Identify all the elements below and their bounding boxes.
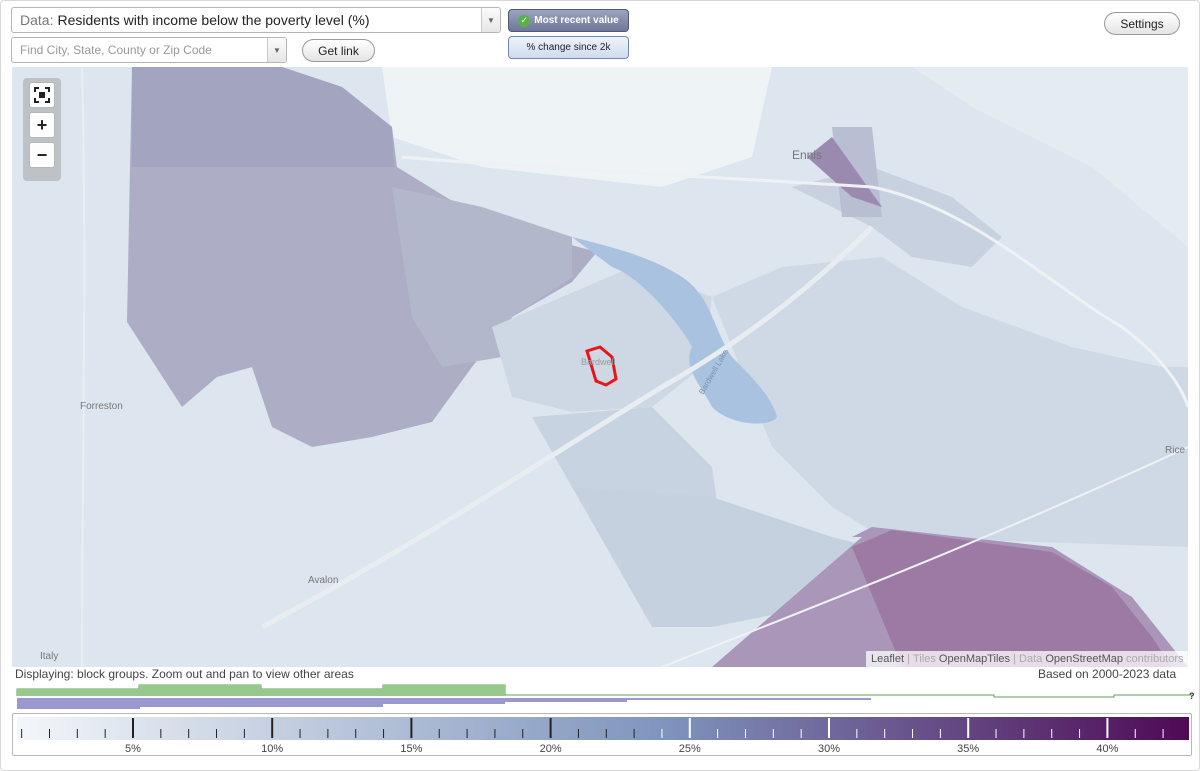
west-road	[81, 67, 86, 667]
selected-area-outline[interactable]	[585, 345, 618, 387]
pct-change-toggle[interactable]: % change since 2k	[508, 36, 629, 59]
region-ennis-high[interactable]	[807, 137, 882, 207]
map-attribution: Leaflet | Tiles OpenMapTiles | Data Open…	[866, 651, 1189, 667]
place-label-avalon: Avalon	[308, 575, 338, 586]
histogram-help-icon[interactable]: ?	[1189, 691, 1195, 701]
most-recent-value-toggle[interactable]: ✓ Most recent value	[508, 9, 629, 32]
region-northeast[interactable]	[912, 67, 1188, 247]
attribution-separator: |	[904, 653, 914, 665]
zoom-control: + −	[23, 78, 61, 181]
histogram-bar-3	[383, 698, 505, 704]
region-bardwell-block[interactable]	[492, 267, 712, 412]
place-label-forreston: Forreston	[80, 401, 123, 412]
most-recent-value-label: Most recent value	[534, 15, 619, 26]
legend-tick-label: 5%	[125, 743, 141, 755]
settings-button[interactable]: Settings	[1104, 12, 1180, 35]
fullscreen-icon[interactable]	[29, 82, 55, 108]
region-east-block[interactable]	[712, 257, 1188, 547]
attribution-openmaptiles-link[interactable]: OpenMapTiles	[938, 653, 1011, 665]
region-south-block[interactable]	[572, 487, 872, 627]
fullscreen-icon-glyph	[34, 87, 50, 103]
check-icon: ✓	[518, 14, 531, 27]
legend-tick-label: 10%	[261, 743, 283, 755]
place-label-italy: Italy	[40, 651, 58, 662]
legend-gradient-bar	[17, 717, 1189, 740]
search-input[interactable]	[11, 37, 287, 63]
rail-road	[401, 155, 1188, 408]
chevron-down-icon[interactable]: ▼	[267, 38, 286, 62]
histogram-bar-5	[627, 698, 871, 700]
zoom-in-button[interactable]: +	[29, 112, 55, 138]
color-legend: 5% 10% 15% 20% 25% 30% 35% 40%	[12, 713, 1192, 756]
place-label-ennis: Ennis	[792, 148, 822, 162]
data-years-note: Based on 2000-2023 data	[1038, 667, 1177, 681]
choropleth-svg[interactable]: Ennis Forreston Avalon Italy Rice Bardwe…	[12, 67, 1188, 667]
legend-tick-label: 25%	[679, 743, 701, 755]
legend-ticks: 5% 10% 15% 20% 25% 30% 35% 40%	[21, 718, 1164, 755]
attribution-separator-2: |	[1010, 653, 1020, 665]
legend-tick-label: 20%	[540, 743, 562, 755]
region-light-north[interactable]	[382, 67, 772, 187]
attribution-data-label: Data	[1019, 653, 1043, 665]
distribution-histogram	[16, 684, 1192, 709]
histogram-bar-4	[505, 698, 627, 702]
data-select[interactable]: Data: Residents with income below the po…	[11, 7, 501, 33]
attribution-osm-link[interactable]: OpenStreetMap	[1045, 653, 1123, 665]
attribution-leaflet-link[interactable]: Leaflet	[871, 653, 905, 665]
chevron-down-icon[interactable]: ▼	[481, 8, 500, 32]
histogram-bar-2	[140, 698, 383, 707]
get-link-button[interactable]: Get link	[302, 39, 375, 62]
legend-tick-label: 35%	[957, 743, 979, 755]
data-select-prefix: Data:	[20, 12, 54, 28]
region-central-west-block[interactable]	[392, 187, 572, 367]
lake-water	[572, 237, 777, 424]
legend-tick-label: 40%	[1096, 743, 1118, 755]
zoom-out-button[interactable]: −	[29, 142, 55, 168]
region-northwest-block[interactable]	[132, 67, 394, 167]
south-road	[661, 446, 1188, 667]
map-view[interactable]: Ennis Forreston Avalon Italy Rice Bardwe…	[12, 67, 1188, 667]
legend-tick-label: 15%	[400, 743, 422, 755]
place-label-bardwell: Bardwell	[581, 357, 616, 367]
highway-road	[260, 225, 874, 630]
place-label-rice: Rice	[1165, 445, 1185, 456]
region-southeast-high[interactable]	[852, 530, 1172, 667]
displaying-status: Displaying: block groups. Zoom out and p…	[15, 667, 354, 681]
histogram-bar-1	[17, 698, 140, 709]
histogram-green-fill	[17, 685, 505, 696]
data-select-value: Residents with income below the poverty …	[57, 12, 370, 28]
legend-svg: 5% 10% 15% 20% 25% 30% 35% 40%	[17, 717, 1189, 755]
attribution-tiles-label: Tiles	[913, 653, 936, 665]
legend-tick-label: 30%	[818, 743, 840, 755]
attribution-contributors: contributors	[1126, 653, 1184, 665]
